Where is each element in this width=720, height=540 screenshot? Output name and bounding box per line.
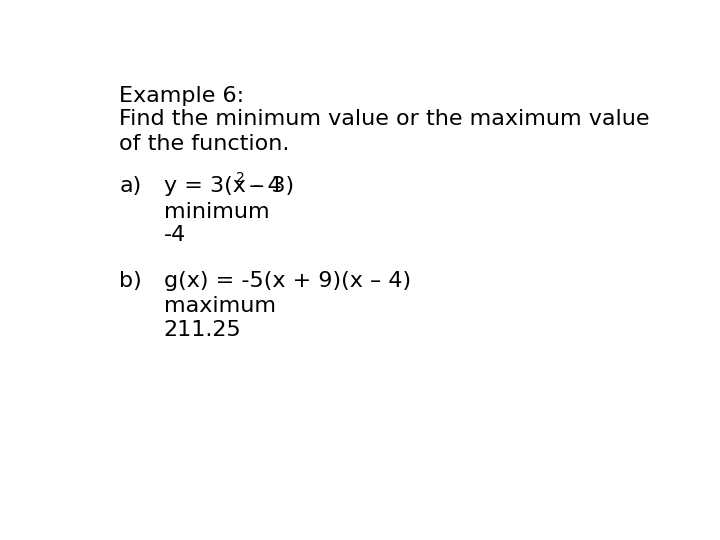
Text: Find the minimum value or the maximum value: Find the minimum value or the maximum va… [120, 110, 650, 130]
Text: maximum: maximum [163, 296, 276, 316]
Text: g(x) = -5(x + 9)(x – 4): g(x) = -5(x + 9)(x – 4) [163, 271, 410, 291]
Text: of the function.: of the function. [120, 134, 290, 154]
Text: 211.25: 211.25 [163, 320, 241, 340]
Text: b): b) [120, 271, 142, 291]
Text: 2: 2 [236, 171, 245, 185]
Text: Example 6:: Example 6: [120, 86, 245, 106]
Text: y = 3(x – 3): y = 3(x – 3) [163, 177, 294, 197]
Text: minimum: minimum [163, 202, 269, 222]
Text: a): a) [120, 177, 142, 197]
Text: – 4: – 4 [243, 177, 282, 197]
Text: -4: -4 [163, 225, 186, 245]
